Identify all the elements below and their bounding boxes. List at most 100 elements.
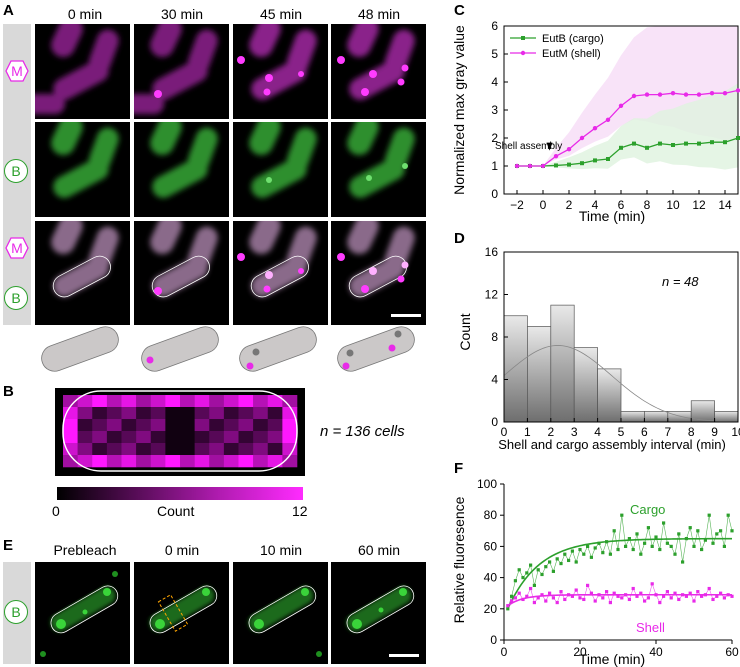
x-tick-label: 0: [501, 645, 508, 659]
y-tick-label: 100: [477, 477, 497, 491]
y-axis-label: Relative fluoresence: [451, 496, 467, 623]
x-tick-label: 4: [592, 198, 599, 212]
shell-data-point: [559, 590, 563, 594]
shell-data-point: [593, 599, 597, 603]
heatmap-cell: [238, 395, 254, 408]
shell-data-point: [506, 604, 510, 608]
data-point: [632, 141, 636, 146]
y-axis-label: Normalized max gray value: [451, 25, 467, 195]
cargo-data-point: [559, 561, 563, 566]
heatmap-cell: [63, 395, 78, 408]
heatmap-cell: [194, 443, 210, 456]
heatmap-cell: [77, 419, 93, 432]
shell-badge-letter: M: [11, 240, 23, 256]
cargo-data-point: [703, 538, 707, 542]
histogram-bar: [503, 315, 528, 423]
heatmap-cell: [106, 431, 122, 444]
y-tick-label: 5: [491, 47, 498, 61]
cargo-data-point: [658, 547, 662, 552]
cargo-data-point: [540, 572, 544, 577]
data-point: [631, 93, 637, 99]
data-point: [696, 92, 702, 97]
cargo-data-point: [730, 529, 734, 533]
micrograph-merge-0min: [35, 221, 130, 325]
shell-data-point: [673, 591, 677, 595]
heatmap-cell: [165, 455, 181, 468]
heatmap-cell: [223, 407, 239, 420]
cargo-data-point: [574, 560, 578, 564]
y-tick-label: 1: [491, 159, 498, 173]
heatmap-cell: [194, 407, 210, 420]
heatmap-cell: [238, 455, 254, 468]
cargo-data-point: [582, 552, 586, 556]
shell-data-point: [517, 591, 521, 595]
cargo-data-point: [555, 557, 559, 561]
shell-data-point: [586, 583, 590, 587]
heatmap-cell: [194, 419, 210, 432]
heatmap-cell: [209, 407, 225, 420]
x-tick-label: 0: [540, 198, 547, 212]
heatmap-cell: [194, 455, 210, 468]
cargo-data-point: [548, 560, 552, 564]
timepoint-label: 10 min: [259, 542, 303, 558]
cargo-data-point: [639, 552, 643, 556]
cargo-data-point: [529, 563, 533, 567]
cargo-data-point: [551, 569, 555, 573]
series-line: [517, 137, 739, 167]
heatmap-cell-localization: [55, 388, 305, 476]
colorbar-max: 12: [292, 503, 308, 519]
chart-f-frap-recovery: 0 20 40 60 80 100 0 20 40 60 Time (min) Relative …: [451, 477, 739, 667]
cargo-data-point: [601, 551, 605, 555]
cargo-data-point: [620, 513, 624, 517]
heatmap-cell: [253, 455, 269, 468]
cargo-data-point: [654, 535, 658, 539]
y-tick-label: 0: [490, 633, 497, 647]
cargo-data-point: [715, 532, 719, 536]
histogram-bar: [667, 411, 692, 423]
heatmap-cell: [92, 443, 108, 456]
cargo-data-point: [669, 544, 673, 548]
micrograph-shell-30min: [134, 24, 229, 119]
heatmap-cell: [121, 407, 137, 420]
x-tick-label: 40: [649, 645, 663, 659]
shell-data-point: [601, 596, 605, 600]
heatmap-cell: [223, 431, 239, 444]
shell-data-point: [665, 590, 669, 594]
micrograph-merge-48min: [331, 221, 426, 325]
heatmap-cell: [253, 407, 269, 420]
shell-data-point: [608, 600, 612, 605]
panel-label-f: F: [454, 460, 464, 477]
cargo-data-point: [616, 547, 620, 552]
data-point: [540, 163, 546, 169]
heatmap-cell: [92, 431, 108, 444]
heatmap-cell: [136, 455, 152, 468]
data-point: [697, 141, 701, 146]
shell-channel-badge: [5, 237, 29, 259]
cargo-data-point: [593, 546, 597, 550]
micrograph-shell-45min: [233, 24, 328, 119]
heatmap-cell: [223, 419, 239, 432]
cargo-data-point: [513, 579, 517, 583]
data-point: [605, 117, 611, 123]
cargo-data-point: [544, 565, 548, 569]
shell-data-point: [548, 591, 552, 595]
cargo-data-point: [722, 544, 726, 548]
scale-bar: [391, 314, 421, 317]
data-point: [554, 163, 558, 168]
heatmap-cell: [150, 455, 166, 468]
heatmap-cell: [121, 395, 137, 408]
data-point: [527, 163, 533, 169]
shell-data-point: [513, 596, 517, 600]
heatmap-cell: [63, 455, 78, 468]
cargo-data-point: [696, 529, 700, 533]
heatmap-cell: [238, 419, 254, 432]
cargo-data-point: [726, 513, 730, 517]
heatmap-cell: [63, 419, 78, 432]
cargo-data-point: [707, 513, 711, 517]
heatmap-cell: [77, 443, 93, 456]
cargo-data-point: [532, 583, 536, 587]
heatmap-cell: [253, 419, 269, 432]
cargo-data-point: [521, 576, 525, 580]
heatmap-cell: [209, 395, 225, 408]
